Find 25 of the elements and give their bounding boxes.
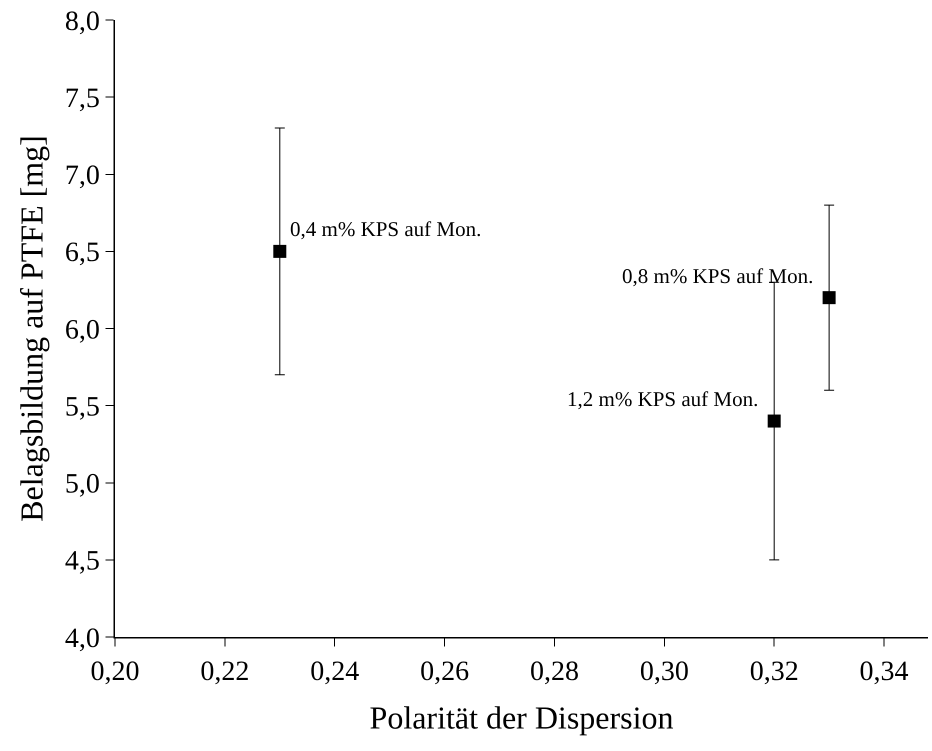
y-tick-label: 8,0 [64,6,100,37]
annotation: 1,2 m% KPS auf Mon. [567,387,758,411]
x-tick-label: 0,34 [860,656,909,688]
x-tick-label: 0,28 [530,656,579,688]
x-axis-title: Polarität der Dispersion [370,700,674,736]
point [822,291,836,304]
x-tick-label: 0,26 [420,656,470,688]
y-axis-title: Belagsbildung auf PTFE [mg] [13,135,50,522]
y-tick-label: 5,0 [64,468,100,500]
x-tick-label: 0,24 [310,656,360,688]
point [768,414,781,428]
y-tick-label: 6,0 [64,314,100,346]
y-tick-label: 7,0 [64,160,100,192]
annotation: 0,8 m% KPS auf Mon. [622,264,814,288]
y-tick-label: 6,5 [64,237,100,268]
point [273,244,286,258]
x-tick-label: 0,22 [200,656,250,688]
y-tick-label: 4,0 [64,622,100,654]
y-tick-label: 4,5 [64,546,100,577]
x-tick-label: 0,30 [640,656,689,688]
y-tick-label: 7,5 [64,82,100,114]
x-tick-label: 0,20 [90,656,140,688]
x-tick-label: 0,32 [750,656,799,688]
annotation: 0,4 m% KPS auf Mon. [290,217,482,241]
y-tick-label: 5,5 [64,391,100,422]
